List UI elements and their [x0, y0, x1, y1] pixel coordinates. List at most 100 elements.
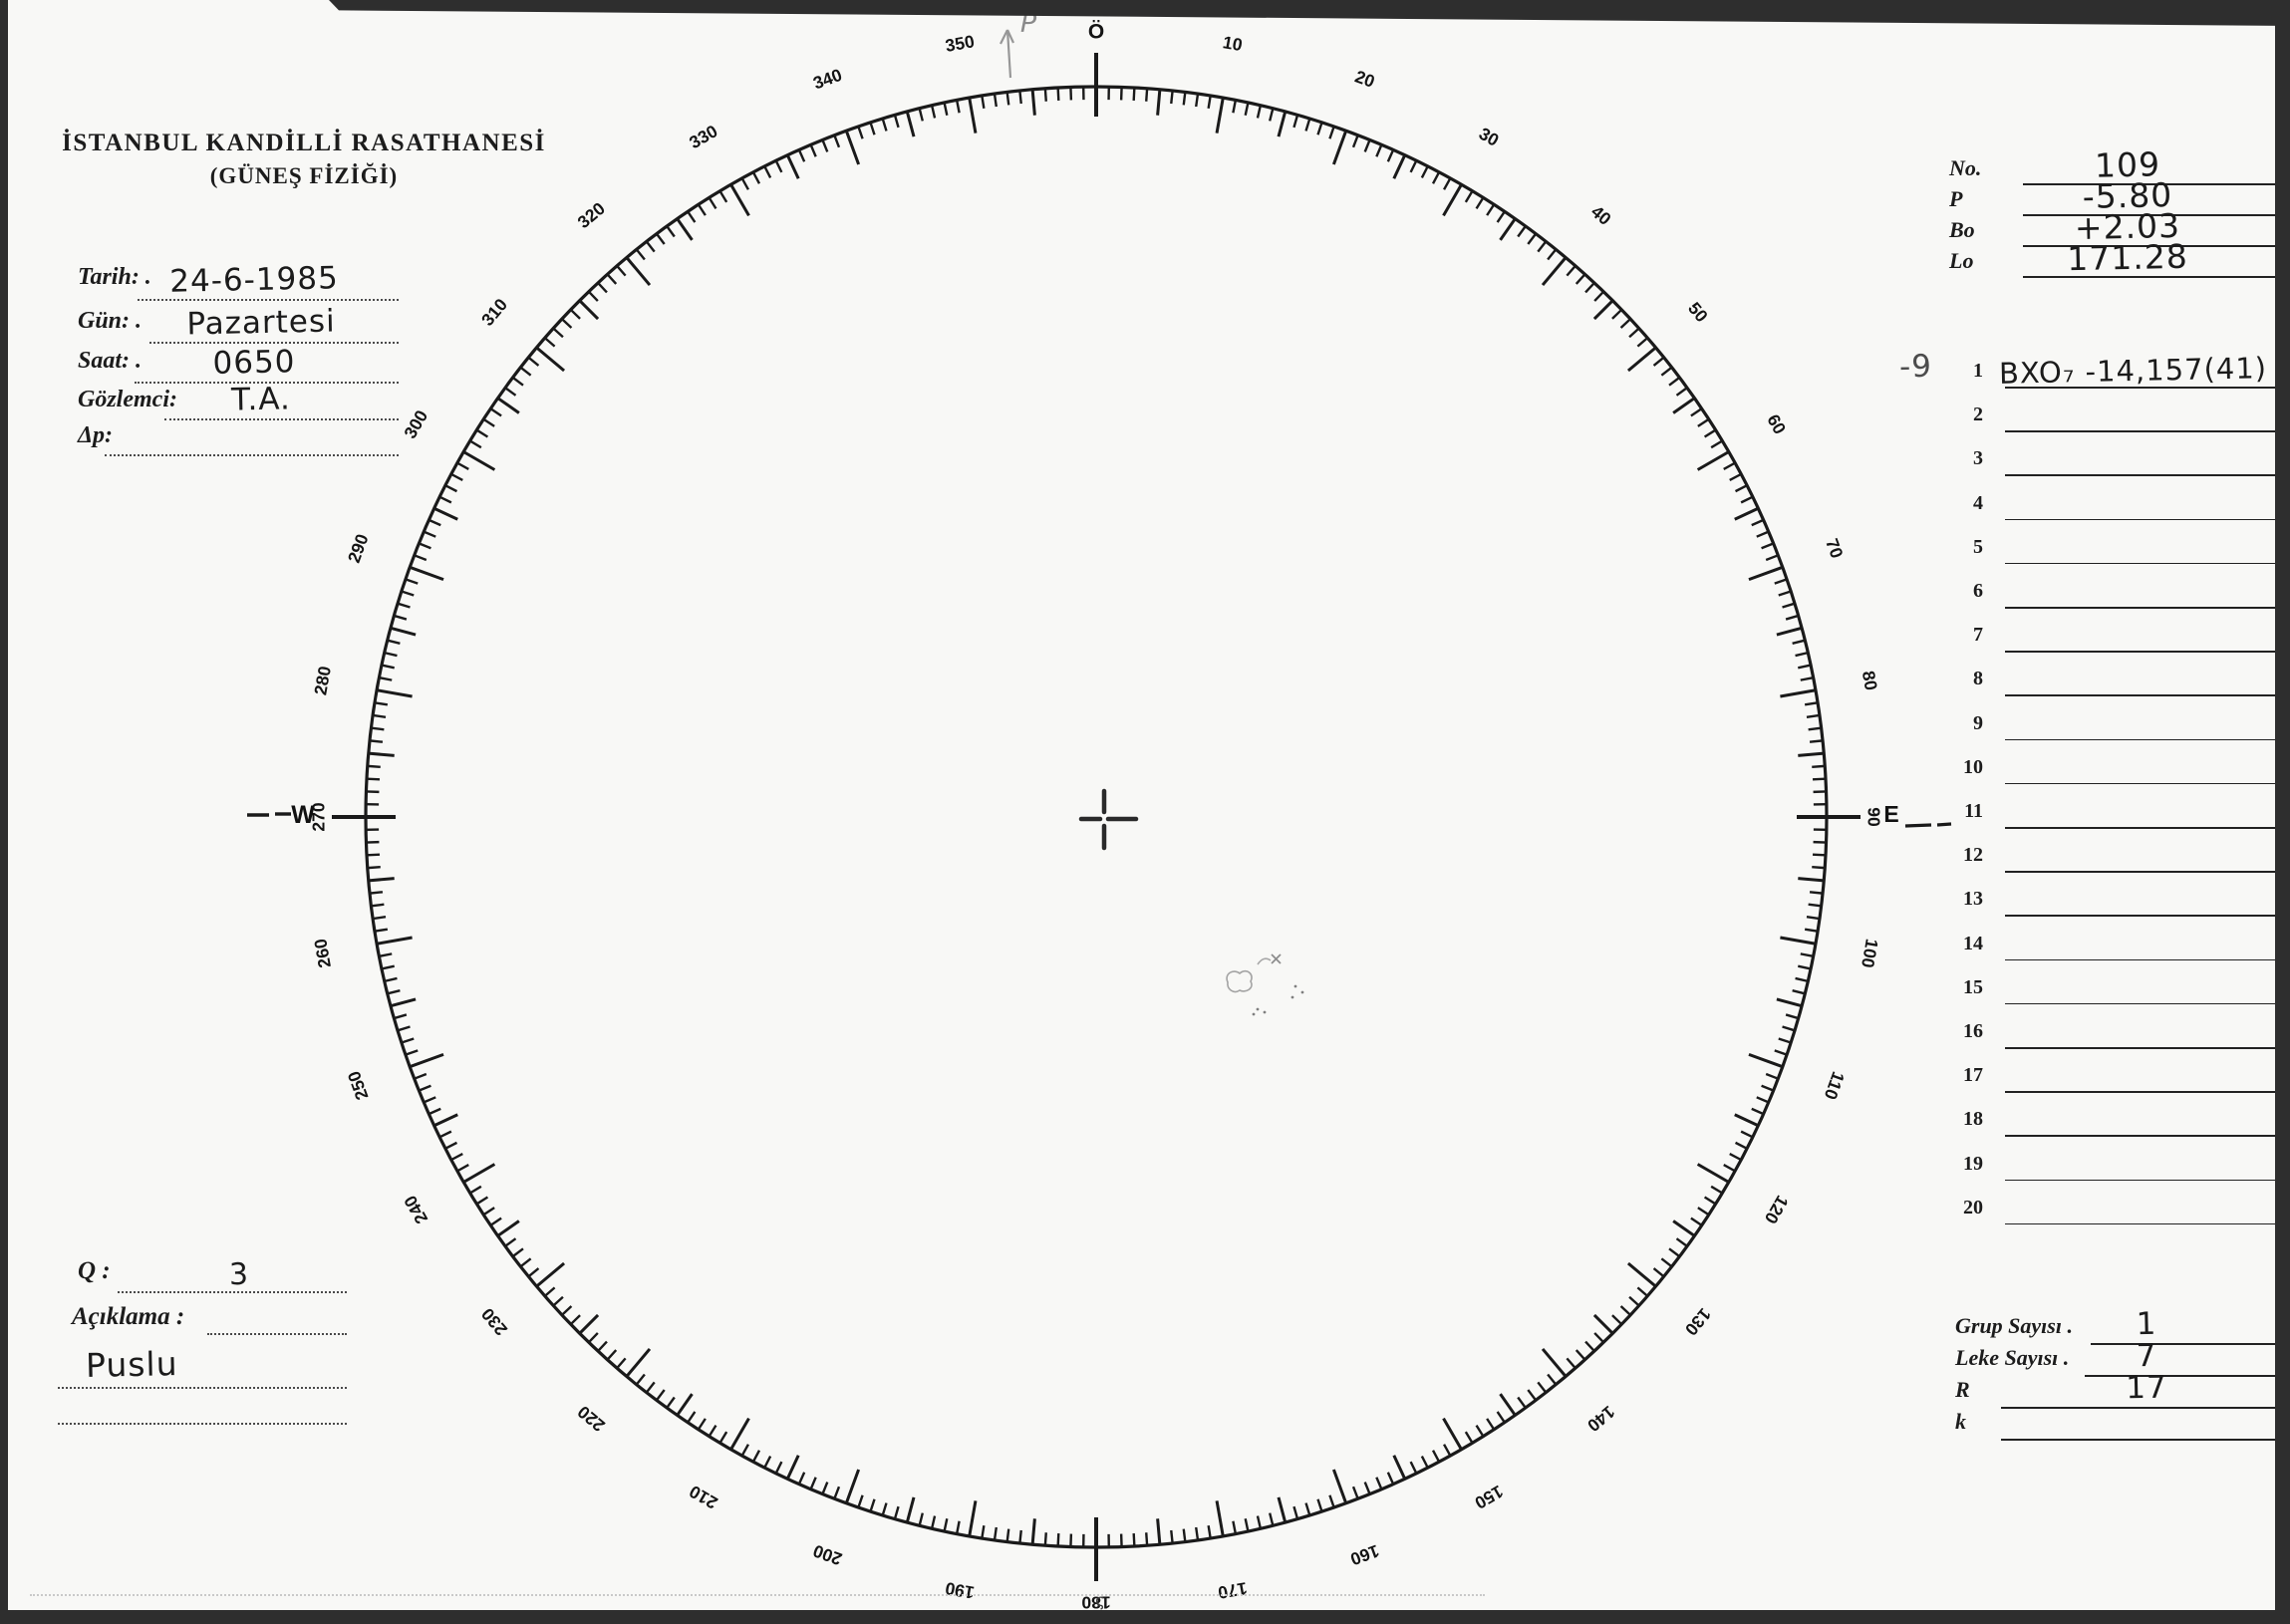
degree-tick	[869, 122, 876, 135]
degree-tick	[1668, 376, 1681, 387]
degree-tick	[1541, 1347, 1568, 1378]
form-field-dotted-line	[105, 454, 399, 456]
note-dotted-line	[58, 1387, 347, 1389]
degree-tick	[578, 299, 600, 321]
count-label: R	[1955, 1377, 1970, 1402]
observatory-subtitle: (GÜNEŞ FİZİĞİ)	[209, 163, 399, 188]
degree-tick	[519, 1257, 532, 1268]
degree-tick	[1547, 248, 1558, 261]
degree-tick	[1808, 726, 1822, 731]
degree-tick	[1734, 1141, 1748, 1150]
degree-tick	[409, 1052, 444, 1069]
degree-tick	[1486, 203, 1496, 216]
dial-degree-label: 160	[1347, 1540, 1382, 1569]
measure-row-line	[2005, 387, 2285, 389]
degree-tick	[1761, 542, 1775, 550]
measure-row-line	[2005, 518, 2285, 521]
south-pencil-mark: ς	[1095, 1591, 1105, 1611]
degree-tick	[655, 1389, 666, 1402]
degree-tick	[1496, 1411, 1506, 1424]
degree-tick	[418, 542, 431, 550]
dial-degree-label: 90	[1863, 807, 1883, 827]
pencil-p-arrow	[1000, 29, 1008, 45]
sunspot-sketch-speck	[1290, 995, 1294, 999]
degree-tick	[1800, 676, 1814, 681]
degree-tick	[1776, 997, 1803, 1008]
extra-dotted-line	[58, 1423, 347, 1425]
degree-tick	[1145, 1532, 1149, 1546]
degree-tick	[809, 1477, 817, 1490]
degree-tick	[374, 701, 389, 706]
degree-tick	[462, 450, 496, 471]
degree-tick	[1734, 484, 1748, 493]
measure-row-line	[2005, 1091, 2285, 1093]
scan-edge-bottom	[0, 1610, 2290, 1624]
degree-tick	[367, 764, 381, 768]
degree-tick	[1005, 92, 1010, 106]
dial-degree-label: 260	[310, 938, 335, 969]
dial-degree-label: 190	[944, 1578, 976, 1603]
sunspot-sketch-x	[1271, 953, 1282, 964]
degree-tick	[1812, 764, 1826, 768]
degree-tick	[1132, 87, 1136, 102]
degree-tick	[1756, 1096, 1770, 1104]
form-field-dotted-line	[138, 299, 399, 301]
degree-tick	[1566, 1357, 1576, 1369]
dial-degree-label: 200	[810, 1540, 845, 1569]
degree-tick	[569, 308, 581, 320]
degree-tick	[943, 1518, 949, 1532]
degree-tick	[968, 1500, 978, 1537]
degree-tick	[379, 676, 393, 681]
measure-row-line	[2005, 782, 2285, 785]
degree-tick	[1780, 688, 1817, 698]
degree-tick	[1277, 1496, 1288, 1523]
measure-row-line	[2005, 474, 2285, 476]
measure-row-number: 14	[1963, 932, 1983, 954]
degree-tick	[687, 210, 697, 223]
dial-degree-label: 110	[1821, 1069, 1850, 1103]
measure-row-number: 13	[1963, 888, 1983, 911]
ephemeris-underline	[2023, 245, 2284, 247]
degree-tick	[893, 1505, 900, 1519]
degree-tick	[1584, 282, 1595, 294]
degree-tick	[1774, 578, 1788, 585]
q-label: Q :	[78, 1257, 111, 1284]
dial-degree-label: 290	[344, 531, 373, 566]
degree-tick	[729, 1417, 750, 1451]
degree-tick	[1431, 1450, 1441, 1463]
sunspot-sketch-speck	[1293, 984, 1297, 988]
degree-tick	[482, 1207, 495, 1217]
degree-tick	[482, 417, 495, 427]
degree-tick	[881, 1502, 888, 1516]
dial-degree-label: 300	[400, 406, 431, 442]
degree-tick	[387, 989, 401, 995]
degree-tick	[1496, 210, 1506, 223]
east-dash	[1904, 823, 1932, 828]
form-field-label: Gün: .	[78, 308, 143, 334]
degree-tick	[1170, 90, 1174, 105]
degree-tick	[1170, 1529, 1174, 1544]
degree-tick	[676, 1393, 694, 1417]
dial-degree-label: 280	[310, 665, 335, 696]
degree-tick	[1703, 428, 1717, 438]
degree-tick	[1304, 118, 1311, 132]
degree-tick	[496, 397, 520, 414]
degree-tick	[1748, 1052, 1784, 1069]
degree-tick	[387, 639, 401, 645]
dial-degree-label: 340	[810, 65, 845, 94]
degree-tick	[401, 1037, 415, 1044]
degree-tick	[616, 1357, 627, 1369]
degree-tick	[1740, 1130, 1754, 1139]
degree-tick	[1734, 506, 1759, 521]
measure-row-line	[2005, 915, 2285, 917]
degree-tick	[1420, 165, 1429, 179]
degree-tick	[438, 1130, 452, 1139]
measure-row-number: 20	[1963, 1196, 1983, 1218]
degree-tick	[1363, 138, 1371, 152]
degree-tick	[544, 337, 556, 348]
degree-tick	[893, 115, 900, 129]
degree-tick	[763, 1455, 772, 1469]
degree-tick	[369, 739, 384, 743]
measure-row-line	[2005, 651, 2285, 653]
ephemeris-label: No.	[1949, 155, 1982, 180]
